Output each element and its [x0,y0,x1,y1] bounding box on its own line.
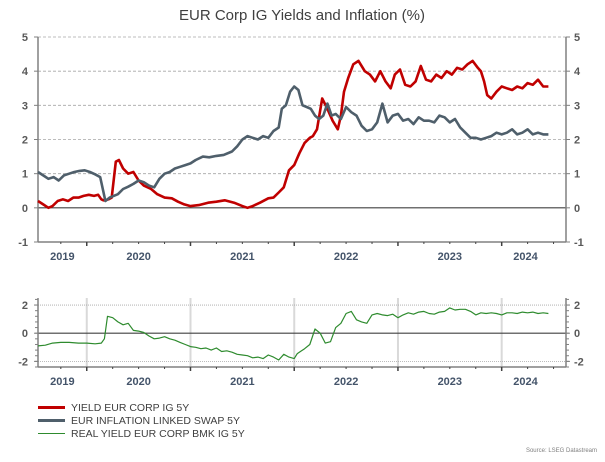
x-tick-label: 2023 [438,251,462,263]
y-tick-label-right: 2 [574,135,580,147]
y-tick-label-right: -1 [574,237,584,249]
x-tick-label: 2019 [50,251,74,263]
x-tick-label: 2020 [126,376,150,388]
y-tick-label-left: 0 [22,203,28,215]
top-panel: -1 -1 0 0 1 1 2 2 3 3 4 4 5 5 2019 2020 2021 2022 2023 2024 [18,32,584,263]
y-tick-label-right: 2 [574,300,580,312]
y-tick-label-right: 0 [574,328,580,340]
x-tick-label: 2024 [513,251,538,263]
y-tick-label-left: 0 [22,328,28,340]
legend-item-yield: YIELD EUR CORP IG 5Y [38,401,245,414]
bottom-panel: -2 -2 0 0 2 2 2019 2020 2021 2022 2023 2024 [18,298,584,388]
x-tick-label: 2024 [513,376,538,388]
legend-item-inflation-swap: EUR INFLATION LINKED SWAP 5Y [38,414,245,427]
y-tick-label-right: -2 [574,356,584,368]
y-tick-label-right: 0 [574,203,580,215]
x-tick-label: 2021 [230,251,254,263]
series-line-eur-inflation-linked-swap-5y [37,85,549,203]
legend-label-yield: YIELD EUR CORP IG 5Y [71,401,190,414]
series-line-real-yield-eur-corp-bmk-ig-5y [37,307,549,361]
y-tick-label-left: 2 [22,300,28,312]
x-tick-label: 2019 [50,376,74,388]
y-tick-label-left: 3 [22,100,28,112]
x-tick-label: 2022 [334,376,358,388]
y-tick-label-left: 4 [22,66,29,78]
series-line-yield-eur-corp-ig-5y [37,59,549,210]
y-tick-label-right: 4 [574,66,581,78]
legend-label-real-yield: REAL YIELD EUR CORP BMK IG 5Y [71,427,245,440]
y-tick-label-right: 5 [574,32,580,44]
y-tick-label-left: 1 [22,169,28,181]
source-note: Source: LSEG Datastream [525,448,597,454]
x-tick-label: 2020 [126,251,150,263]
legend-swatch-inflation-swap [38,419,65,422]
legend-swatch-yield [38,406,65,409]
chart-title: EUR Corp IG Yields and Inflation (%) [179,7,425,24]
y-tick-label-right: 3 [574,100,580,112]
y-tick-label-left: 2 [22,135,28,147]
y-tick-label-left: -1 [18,237,28,249]
y-tick-label-left: -2 [18,356,28,368]
x-tick-label: 2023 [438,376,462,388]
y-tick-label-left: 5 [22,32,28,44]
legend: YIELD EUR CORP IG 5Y EUR INFLATION LINKE… [38,401,245,440]
y-tick-label-right: 1 [574,169,580,181]
legend-label-inflation-swap: EUR INFLATION LINKED SWAP 5Y [71,414,241,427]
x-tick-label: 2021 [230,376,254,388]
x-tick-label: 2022 [334,251,358,263]
legend-swatch-real-yield [38,433,65,434]
legend-item-real-yield: REAL YIELD EUR CORP BMK IG 5Y [38,427,245,440]
